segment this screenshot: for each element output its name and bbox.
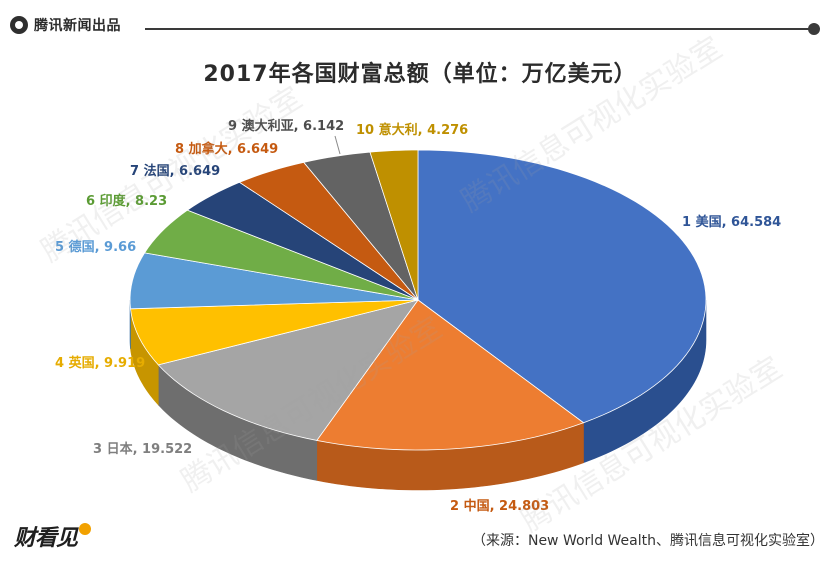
pie-tops <box>129 149 707 451</box>
pie-slice-法国 <box>186 181 419 301</box>
slice-label-加拿大: 8 加拿大, 6.649 <box>175 141 278 157</box>
slice-label-印度: 6 印度, 8.23 <box>86 193 167 209</box>
pie-slice-美国 <box>417 149 707 424</box>
pie-slice-印度 <box>143 209 419 301</box>
chart-title: 2017年各国财富总额（单位：万亿美元） <box>203 62 637 87</box>
brand: 腾讯新闻出品 <box>10 14 121 36</box>
slice-label-英国: 4 英国, 9.919 <box>55 355 145 371</box>
pie-slice-德国 <box>129 252 419 310</box>
pie-labels: 1 美国, 64.584 2 中国, 24.803 3 日本, 19.522 4 英国… <box>55 118 781 514</box>
slice-label-美国: 1 美国, 64.584 <box>682 214 781 230</box>
pie-slice-澳大利亚 <box>303 151 419 301</box>
top-divider-dot <box>808 23 820 35</box>
footer-logo-text: 财看见 <box>14 526 78 551</box>
slice-label-中国: 2 中国, 24.803 <box>450 498 549 514</box>
label-leader-line <box>334 135 341 155</box>
slice-label-法国: 7 法国, 6.649 <box>130 163 220 179</box>
pie-slice-英国 <box>130 299 419 366</box>
slice-label-日本: 3 日本, 19.522 <box>93 441 192 457</box>
top-divider-line <box>145 28 814 30</box>
footer-logo-dot-icon <box>79 523 92 535</box>
top-bar: 腾讯新闻出品 <box>0 0 840 40</box>
pie-slice-加拿大 <box>238 161 419 301</box>
tencent-news-logo-icon <box>10 16 28 34</box>
slice-label-意大利: 10 意大利, 4.276 <box>356 122 468 138</box>
brand-text: 腾讯新闻出品 <box>34 18 121 34</box>
footer-logo: 财看见 <box>14 520 92 552</box>
pie-slice-意大利 <box>369 149 419 301</box>
pie-slice-日本 <box>157 299 419 441</box>
pie-slice-中国 <box>316 299 585 451</box>
source-note: （来源：New World Wealth、腾讯信息可视化实验室） <box>471 533 824 549</box>
slice-label-澳大利亚: 9 澳大利亚, 6.142 <box>228 118 344 134</box>
slice-label-德国: 5 德国, 9.66 <box>55 239 136 255</box>
